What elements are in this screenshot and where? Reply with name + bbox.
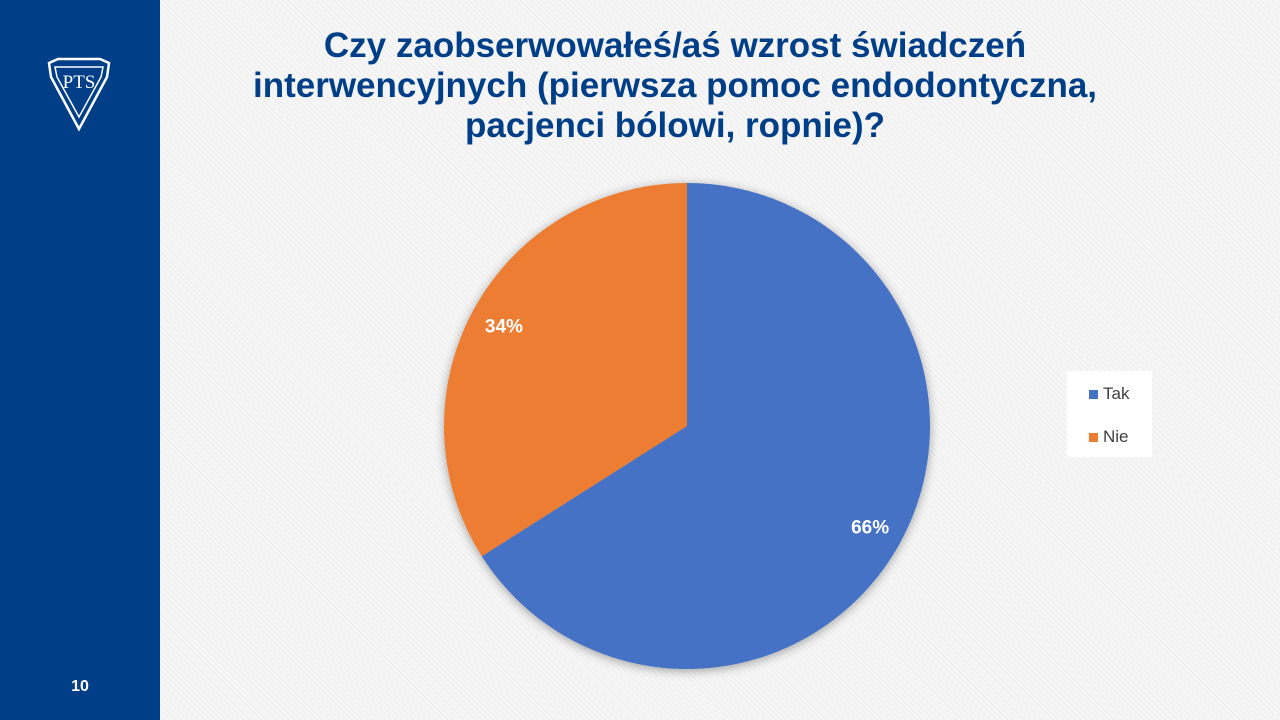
logo-inner-outline bbox=[54, 66, 104, 119]
sidebar: PTS 10 bbox=[0, 0, 160, 720]
pts-logo: PTS bbox=[47, 57, 111, 132]
legend-label-tak: Tak bbox=[1103, 384, 1130, 403]
pie-slice-nie bbox=[443, 183, 687, 557]
logo-outline bbox=[47, 57, 111, 132]
legend-item-tak: Tak bbox=[1089, 384, 1129, 404]
pie-slice-tak bbox=[481, 183, 930, 669]
logo-text: PTS bbox=[63, 72, 96, 93]
slide-title: Czy zaobserwowałeś/aś wzrost świadczeń i… bbox=[252, 26, 1098, 145]
chart-legend: Tak Nie bbox=[1067, 371, 1152, 457]
data-label-tak: 66% bbox=[851, 518, 889, 539]
legend-swatch-nie bbox=[1089, 432, 1098, 442]
page-number: 10 bbox=[71, 678, 89, 695]
legend-label-nie: Nie bbox=[1103, 427, 1129, 446]
legend-swatch-tak bbox=[1089, 389, 1098, 399]
data-label-nie: 34% bbox=[485, 316, 523, 337]
legend-item-nie: Nie bbox=[1089, 427, 1129, 447]
